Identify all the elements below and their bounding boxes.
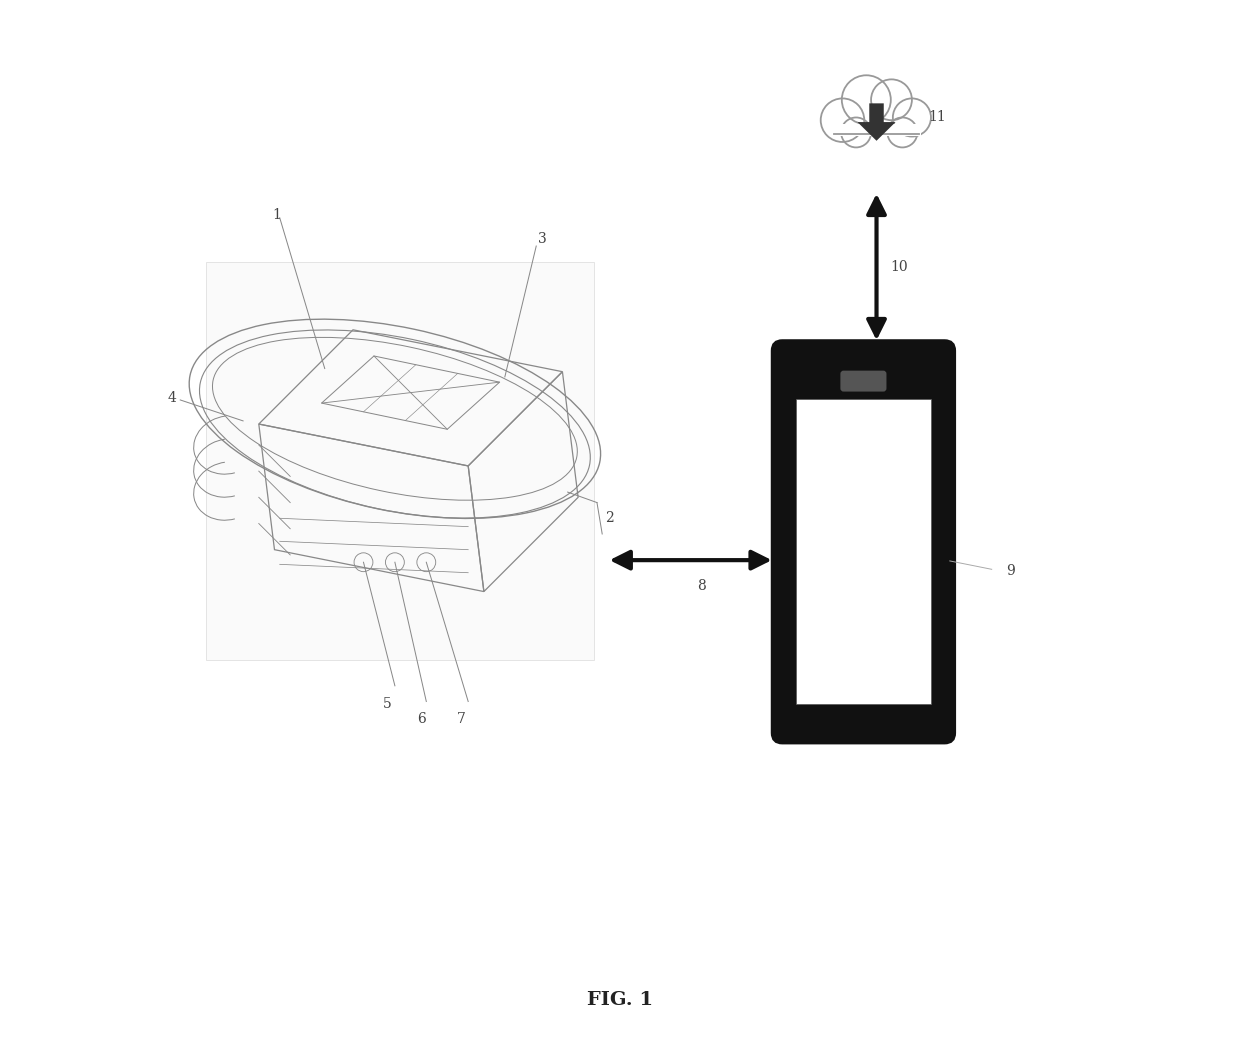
FancyBboxPatch shape — [796, 399, 931, 704]
Text: 8: 8 — [697, 579, 706, 594]
Text: 6: 6 — [417, 712, 425, 727]
Text: 9: 9 — [1006, 564, 1014, 578]
Text: 1: 1 — [272, 207, 281, 222]
Bar — [206, 262, 594, 660]
Text: 5: 5 — [383, 696, 392, 711]
Circle shape — [888, 117, 918, 148]
Text: 7: 7 — [456, 712, 465, 727]
Text: FIG. 1: FIG. 1 — [587, 990, 653, 1009]
Text: 3: 3 — [538, 231, 547, 246]
Circle shape — [842, 75, 890, 125]
Circle shape — [870, 80, 911, 120]
Circle shape — [893, 98, 931, 136]
FancyBboxPatch shape — [771, 340, 955, 743]
FancyBboxPatch shape — [841, 371, 887, 392]
Circle shape — [821, 98, 864, 142]
Text: 11: 11 — [929, 110, 946, 125]
Polygon shape — [857, 104, 895, 140]
Bar — [832, 124, 921, 136]
Circle shape — [841, 117, 870, 148]
Text: 10: 10 — [890, 260, 909, 274]
Text: 2: 2 — [605, 511, 614, 526]
Text: 4: 4 — [167, 391, 176, 405]
